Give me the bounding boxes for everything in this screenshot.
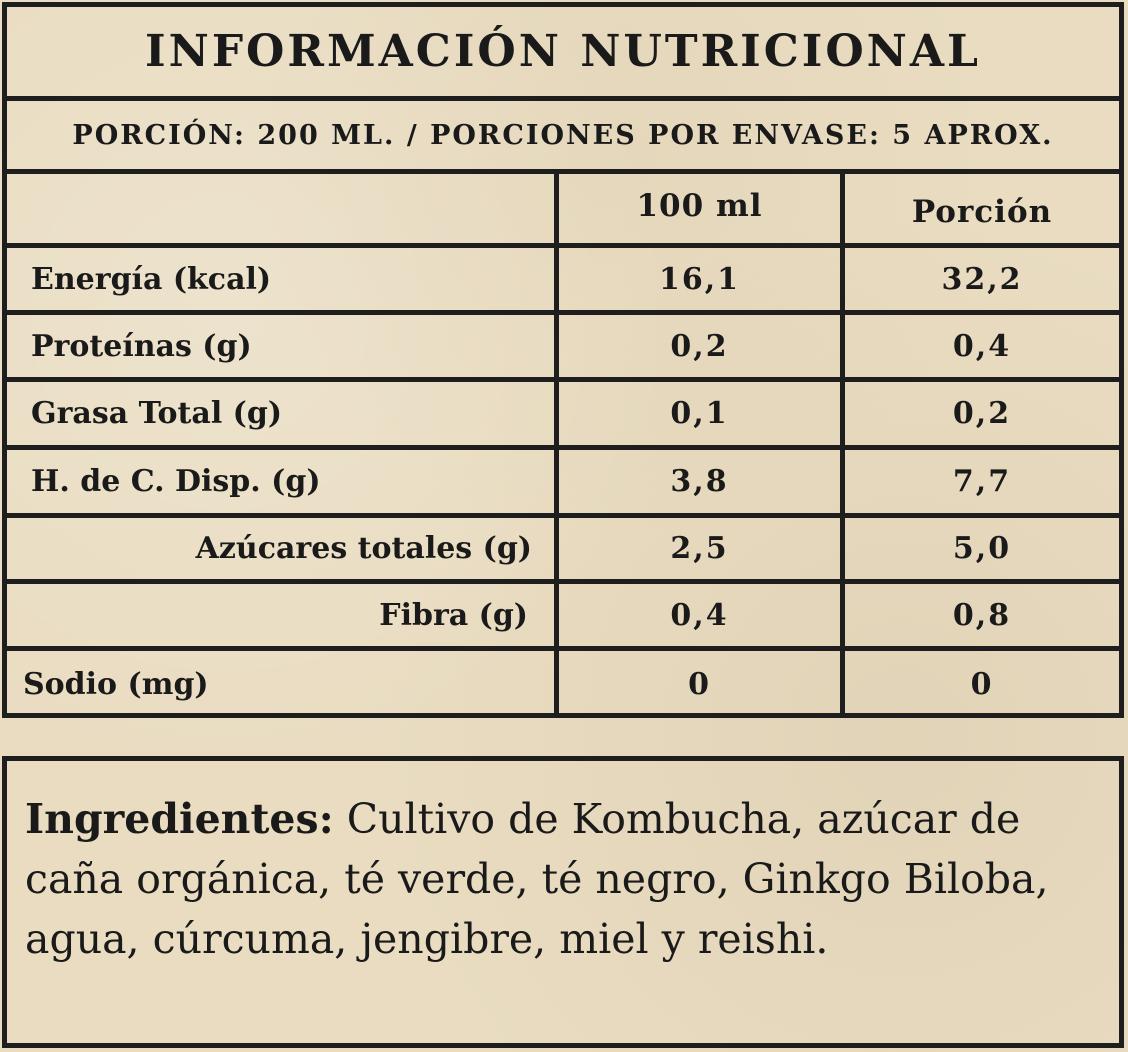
table-row: Azúcares totales (g) 2,5 5,0 [7, 518, 1119, 584]
table-row: Fibra (g) 0,4 0,8 [7, 584, 1119, 651]
header-empty-cell [7, 174, 559, 243]
table-row: Grasa Total (g) 0,1 0,2 [7, 382, 1119, 450]
row-label-total-fat: Grasa Total (g) [7, 382, 559, 445]
row-label-carbs: H. de C. Disp. (g) [7, 450, 559, 513]
value-100ml: 0,2 [559, 315, 845, 377]
value-portion: 7,7 [952, 464, 1012, 499]
row-label-fiber: Fibra (g) [7, 584, 559, 646]
value-100ml: 0,4 [559, 584, 845, 646]
ingredients-list: Cultivo de Kombucha, azúcar de caña orgá… [25, 795, 1049, 963]
value-portion: 5,0 [952, 531, 1012, 566]
ingredients-box: Ingredientes: Cultivo de Kombucha, azúca… [2, 756, 1124, 1048]
table-row: H. de C. Disp. (g) 3,8 7,7 [7, 450, 1119, 518]
table-row: Sodio (mg) 0 0 [7, 651, 1119, 718]
row-label-proteins: Proteínas (g) [7, 315, 559, 377]
nutrition-facts-table: INFORMACIÓN NUTRICIONAL PORCIÓN: 200 ML.… [2, 2, 1124, 718]
value-100ml: 2,5 [559, 518, 845, 579]
value-100ml: 0,1 [559, 382, 845, 445]
value-portion: 0,4 [952, 328, 1012, 364]
value-portion: 0 [970, 667, 994, 702]
table-row: Proteínas (g) 0,2 0,4 [7, 315, 1119, 382]
row-label-sodium: Sodio (mg) [7, 651, 559, 718]
value-portion: 0,2 [952, 396, 1012, 431]
nutrition-grid: 100 ml Porción Energía (kcal) 16,1 32,2 … [7, 174, 1119, 718]
value-100ml: 0 [559, 651, 845, 718]
portion-info: PORCIÓN: 200 ML. / PORCIONES POR ENVASE:… [7, 101, 1119, 174]
value-100ml: 3,8 [559, 450, 845, 513]
ingredients-paragraph: Ingredientes: Cultivo de Kombucha, azúca… [25, 789, 1101, 969]
header-row: 100 ml Porción [7, 174, 1119, 248]
row-label-sugars: Azúcares totales (g) [7, 518, 559, 579]
value-portion: 32,2 [941, 261, 1023, 297]
value-portion: 0,8 [952, 597, 1012, 633]
table-row: Energía (kcal) 16,1 32,2 [7, 248, 1119, 315]
row-label-energy: Energía (kcal) [7, 248, 559, 310]
value-100ml: 16,1 [559, 248, 845, 310]
table-title: INFORMACIÓN NUTRICIONAL [7, 7, 1119, 101]
ingredients-label: Ingredientes: [25, 795, 334, 843]
header-100ml: 100 ml [559, 174, 845, 243]
header-portion: Porción [911, 193, 1053, 230]
